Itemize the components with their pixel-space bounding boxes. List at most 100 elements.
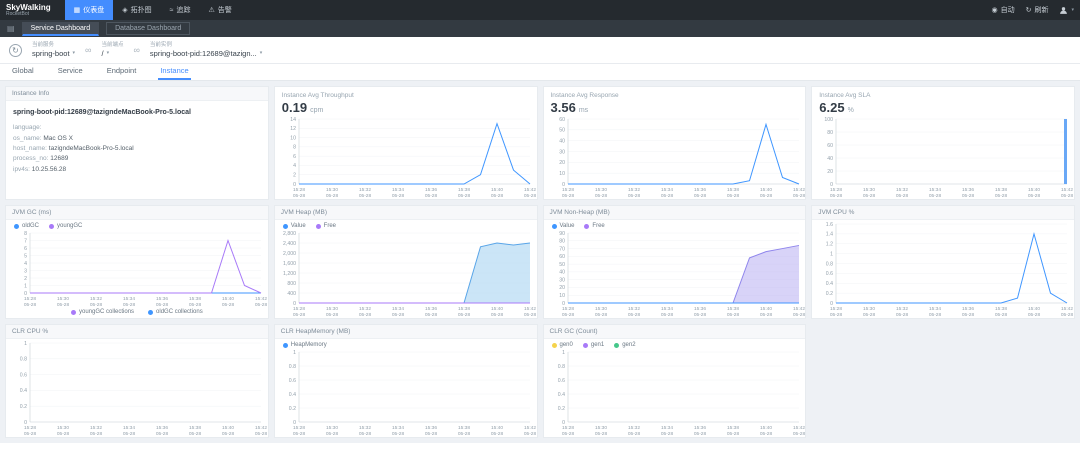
reload-metrics-button[interactable]: ↻ (9, 43, 22, 57)
link-icon[interactable]: ∞ (85, 45, 92, 55)
svg-text:15:28: 15:28 (830, 187, 842, 193)
svg-text:05-28: 05-28 (693, 431, 706, 437)
svg-text:15:38: 15:38 (995, 187, 1007, 193)
tab-endpoint[interactable]: Endpoint (106, 66, 137, 75)
legend-item[interactable]: Free (315, 223, 336, 229)
response-chart[interactable]: 0 10 20 30 40 50 60 15:28 05-28 15:30 05-28 15:32 05… (544, 115, 806, 199)
tab-service-dashboard[interactable]: Service Dashboard (21, 21, 100, 36)
legend-item[interactable]: gen0 (551, 342, 573, 348)
endpoint-selector[interactable]: 当前端点 / ▾ (101, 42, 123, 58)
legend-dot (282, 223, 288, 229)
instance-selector[interactable]: 当前实例 spring-boot-pid:12689@tazign... ▾ (150, 42, 262, 58)
nav-item-dashboard[interactable]: ▦ 仪表盘 (64, 0, 114, 20)
nav-item-alarm[interactable]: ⚠ 告警 (199, 0, 240, 20)
throughput-chart[interactable]: 0 2 4 6 8 10 12 14 15:28 05-28 15:30 05-28 15:32 05-2… (275, 115, 537, 199)
logo-subtitle: RocketBot (6, 10, 30, 17)
legend-item[interactable]: Value (282, 223, 306, 229)
svg-text:15:42: 15:42 (524, 306, 536, 312)
auto-refresh-toggle[interactable]: ◉ 自动 (992, 5, 1015, 15)
nav-item-topology[interactable]: ◈ 拓扑图 (113, 0, 160, 20)
svg-text:05-28: 05-28 (792, 193, 805, 199)
legend-dot (71, 309, 77, 315)
clr-heap-legend: HeapMemory (275, 339, 537, 348)
clr-heap-chart[interactable]: 0 0.2 0.4 0.6 0.8 1 15:28 05-28 15:30 05-28 15:32 0… (275, 348, 537, 437)
svg-text:05-28: 05-28 (392, 431, 405, 437)
svg-text:15:38: 15:38 (726, 187, 738, 193)
panel-title: Instance Info (6, 87, 268, 101)
svg-text:15:32: 15:32 (896, 306, 908, 312)
svg-text:14: 14 (290, 117, 296, 123)
legend-item[interactable]: gen1 (582, 342, 604, 348)
clr-cpu-chart[interactable]: 0 0.2 0.4 0.6 0.8 1 15:28 05-28 15:30 05-28 15:32 0… (6, 339, 268, 437)
user-menu[interactable]: ▾ (1059, 6, 1074, 15)
jvm-nonheap-panel: JVM Non-Heap (MB) Value Free 0 10 20 30 40 50… (542, 205, 807, 319)
svg-text:15:36: 15:36 (693, 187, 705, 193)
refresh-button[interactable]: ↻ 刷新 (1026, 5, 1049, 15)
jvm-gc-panel: JVM GC (ms) oldGC youngGC 0 1 2 3 4 5 6 7 8 15:28… (5, 205, 269, 319)
svg-text:15:32: 15:32 (359, 425, 371, 431)
svg-text:05-28: 05-28 (524, 431, 537, 437)
svg-text:05-28: 05-28 (660, 312, 673, 318)
jvm-gc-chart[interactable]: 0 1 2 3 4 5 6 7 8 15:28 05-28 15:30 05-28 15:32 05-28 1… (6, 229, 268, 308)
svg-text:15:32: 15:32 (627, 187, 639, 193)
legend-item[interactable]: gen2 (614, 342, 636, 348)
svg-text:15:28: 15:28 (561, 425, 573, 431)
tab-instance[interactable]: Instance (158, 63, 191, 80)
svg-text:15:34: 15:34 (123, 296, 135, 302)
svg-text:15:30: 15:30 (326, 425, 338, 431)
panel-title: Instance Avg Response (550, 92, 619, 99)
svg-text:05-28: 05-28 (326, 193, 339, 199)
svg-text:4: 4 (293, 163, 296, 169)
svg-text:05-28: 05-28 (24, 431, 37, 437)
clr-gc-panel: CLR GC (Count) gen0 gen1 gen2 0 0.2 0.4 0.6… (542, 324, 807, 438)
jvm-heap-chart[interactable]: 0 400 800 1,200 1,600 2,000 2,400 2,800 15:28 05-… (275, 229, 537, 318)
svg-text:15:30: 15:30 (57, 425, 69, 431)
service-selector[interactable]: 当前服务 spring-boot ▾ (32, 42, 75, 58)
svg-text:15:42: 15:42 (1061, 306, 1073, 312)
info-row: os_name: Mac OS X (13, 134, 73, 142)
svg-text:1.4: 1.4 (826, 232, 833, 238)
svg-text:05-28: 05-28 (326, 431, 339, 437)
svg-text:05-28: 05-28 (1028, 193, 1041, 199)
legend-item[interactable]: youngGC (49, 223, 82, 229)
jvm-gc-legend: oldGC youngGC (6, 220, 268, 229)
legend-item[interactable]: oldGC (14, 223, 39, 229)
svg-text:05-28: 05-28 (90, 431, 103, 437)
svg-text:100: 100 (825, 117, 834, 123)
svg-text:05-28: 05-28 (726, 312, 739, 318)
svg-text:05-28: 05-28 (896, 312, 909, 318)
main-menu: ▦ 仪表盘 ◈ 拓扑图 ≈ 追踪 ⚠ 告警 (64, 0, 241, 20)
svg-text:15:34: 15:34 (660, 187, 672, 193)
svg-text:15:32: 15:32 (627, 425, 639, 431)
svg-text:05-28: 05-28 (90, 302, 103, 308)
svg-text:05-28: 05-28 (627, 431, 640, 437)
jvm-cpu-chart[interactable]: 0 0.2 0.4 0.6 0.8 1 1.2 1.4 1.6 15:28 05-28 15:30 05… (812, 220, 1074, 318)
legend-item[interactable]: youngGC collections (71, 309, 134, 315)
link-icon[interactable]: ∞ (133, 45, 140, 55)
row-2: JVM GC (ms) oldGC youngGC 0 1 2 3 4 5 6 7 8 15:28… (5, 205, 1075, 319)
svg-text:0.8: 0.8 (826, 261, 833, 267)
jvm-cpu-panel: JVM CPU % 0 0.2 0.4 0.6 0.8 1 1.2 1.4 1.6 15:28 05… (811, 205, 1075, 319)
legend-item[interactable]: HeapMemory (282, 342, 327, 348)
clr-gc-chart[interactable]: 0 0.2 0.4 0.6 0.8 1 15:28 05-28 15:30 05-28 15:32 0… (544, 348, 806, 437)
svg-text:05-28: 05-28 (561, 431, 574, 437)
svg-text:10: 10 (559, 293, 565, 299)
tab-database-dashboard[interactable]: Database Dashboard (106, 22, 191, 35)
svg-text:1: 1 (293, 350, 296, 356)
app-logo[interactable]: SkyWalking RocketBot (6, 3, 51, 17)
throughput-panel: Instance Avg Throughput 0.19 cpm 0 2 4 6 8 10 1… (273, 86, 538, 200)
legend-item[interactable]: oldGC collections (148, 309, 203, 315)
legend-item[interactable]: Value (551, 223, 574, 229)
legend-item[interactable]: Free (584, 223, 605, 229)
tab-service[interactable]: Service (57, 66, 83, 75)
nav-item-trace[interactable]: ≈ 追踪 (161, 0, 200, 20)
sla-chart[interactable]: 0 20 40 60 80 100 15:28 05-28 15:30 05-28 15:32 05-… (812, 115, 1074, 199)
svg-text:0: 0 (830, 301, 833, 307)
jvm-nonheap-chart[interactable]: 0 10 20 30 40 50 60 70 80 90 15:28 05-28 15:30 05-28 1… (544, 229, 806, 318)
svg-text:05-28: 05-28 (792, 431, 805, 437)
tab-global[interactable]: Global (12, 66, 34, 75)
svg-text:1.6: 1.6 (826, 222, 833, 228)
svg-text:05-28: 05-28 (425, 312, 438, 318)
svg-text:2,400: 2,400 (283, 241, 296, 247)
service-selector-value: spring-boot (32, 48, 70, 58)
